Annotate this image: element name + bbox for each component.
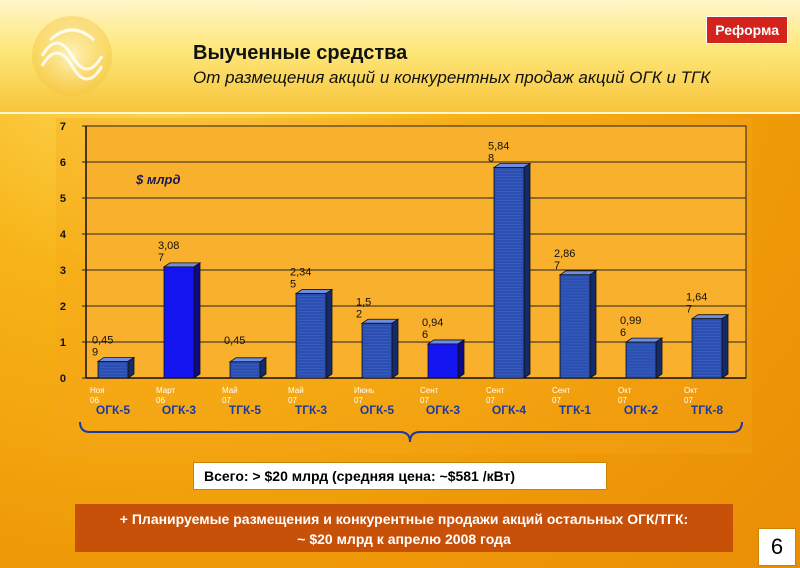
bar-side <box>193 262 201 379</box>
group-brace <box>79 421 743 443</box>
bar-side <box>259 357 267 379</box>
bar-side <box>457 339 465 379</box>
data-label: 9 <box>92 346 98 358</box>
plan-box: + Планируемые размещения и конкурентные … <box>75 504 733 552</box>
bar <box>559 274 591 379</box>
company-label: ТГК-3 <box>295 403 327 417</box>
data-label: 2,86 <box>554 248 575 260</box>
data-label: 6 <box>620 327 626 339</box>
data-label: 0,99 <box>620 315 641 327</box>
bar <box>97 361 129 379</box>
company-label: ОГК-3 <box>426 403 460 417</box>
plan-line-2: ~ $20 млрд к апрелю 2008 года <box>297 531 511 547</box>
x-tick-label: Май <box>222 386 238 395</box>
x-tick-label: 06 <box>156 396 165 405</box>
bar-side <box>523 162 531 379</box>
x-tick-label: Окт <box>618 386 632 395</box>
bar <box>427 343 459 379</box>
bar <box>229 361 261 379</box>
data-label: 5,84 <box>488 140 509 152</box>
bar-side <box>655 337 663 379</box>
x-tick-label: Сент <box>486 386 505 395</box>
data-label: 2 <box>356 308 362 320</box>
company-logo <box>32 16 112 96</box>
x-tick-label: Март <box>156 386 175 395</box>
y-tick-label: 4 <box>60 229 67 241</box>
company-label: ОГК-2 <box>624 403 658 417</box>
company-label: ТГК-5 <box>229 403 261 417</box>
header-divider <box>0 112 800 114</box>
data-label: 6 <box>422 329 428 341</box>
x-tick-label: 07 <box>288 396 297 405</box>
x-tick-label: Май <box>288 386 304 395</box>
y-tick-label: 0 <box>60 373 66 385</box>
x-tick-label: Июнь <box>354 386 374 395</box>
bar <box>691 318 723 379</box>
total-summary-box: Всего: > $20 млрд (средняя цена: ~$581 /… <box>193 462 607 490</box>
data-label: 3,08 <box>158 240 179 252</box>
data-label: 5 <box>290 279 296 291</box>
x-tick-label: 07 <box>354 396 363 405</box>
data-label: 1,5 <box>356 296 371 308</box>
y-tick-label: 5 <box>60 193 66 205</box>
page-title: Выученные средства <box>193 42 408 64</box>
bar-side <box>391 318 399 379</box>
y-tick-label: 6 <box>60 157 66 169</box>
bar-side <box>325 288 333 379</box>
x-tick-label: 07 <box>684 396 693 405</box>
data-label: 8 <box>488 152 494 164</box>
data-label: 2,34 <box>290 267 311 279</box>
bar-side <box>589 270 597 379</box>
x-tick-label: Ноя <box>90 386 105 395</box>
x-tick-label: 07 <box>486 396 495 405</box>
x-tick-label: Сент <box>420 386 439 395</box>
company-label: ОГК-5 <box>96 403 130 417</box>
page-number: 6 <box>758 528 796 566</box>
data-label: 1,64 <box>686 292 707 304</box>
data-label: 7 <box>686 304 692 316</box>
page-subtitle: От размещения акций и конкурентных прода… <box>193 68 711 87</box>
bar-side <box>721 313 729 379</box>
header-band <box>0 0 800 112</box>
y-tick-label: 1 <box>60 337 66 349</box>
unit-label: $ млрд <box>135 172 181 187</box>
y-tick-label: 3 <box>60 265 66 277</box>
data-label: 7 <box>158 252 164 264</box>
data-label: 0,45 <box>224 335 245 347</box>
bar-side <box>127 356 135 379</box>
y-tick-label: 7 <box>60 121 66 133</box>
x-tick-label: 07 <box>420 396 429 405</box>
total-summary-text: Всего: > $20 млрд (средняя цена: ~$581 /… <box>204 468 516 484</box>
company-label: ОГК-4 <box>492 403 526 417</box>
reform-badge: Реформа <box>706 16 788 44</box>
company-label: ТГК-8 <box>691 403 723 417</box>
bar <box>163 266 195 379</box>
company-label: ОГК-5 <box>360 403 394 417</box>
x-tick-label: Окт <box>684 386 698 395</box>
bar <box>361 322 393 379</box>
data-label: 0,45 <box>92 334 113 346</box>
data-label: 0,94 <box>422 317 443 329</box>
x-tick-label: Сент <box>552 386 571 395</box>
x-tick-label: 06 <box>90 396 99 405</box>
company-label: ОГК-3 <box>162 403 196 417</box>
y-tick-label: 2 <box>60 301 66 313</box>
plan-line-1: + Планируемые размещения и конкурентные … <box>119 511 689 527</box>
company-label: ТГК-1 <box>559 403 591 417</box>
x-tick-label: 07 <box>618 396 627 405</box>
x-tick-label: 07 <box>552 396 561 405</box>
data-label: 7 <box>554 260 560 272</box>
x-tick-label: 07 <box>222 396 231 405</box>
